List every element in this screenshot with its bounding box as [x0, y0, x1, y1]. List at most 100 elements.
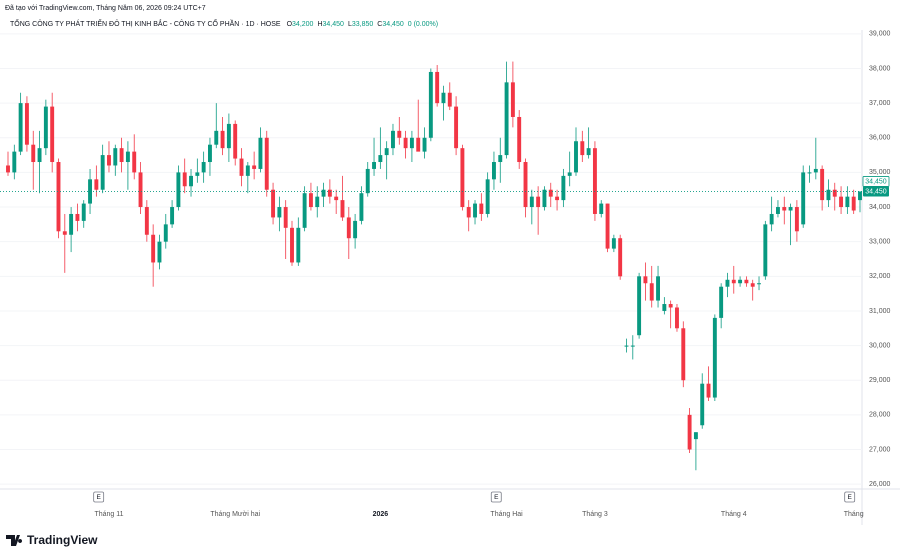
candle-body: [599, 203, 604, 214]
candle-body: [6, 165, 10, 173]
candle-body: [201, 162, 206, 173]
candle-body: [826, 189, 831, 201]
candle-body: [113, 148, 118, 166]
candle-body: [214, 130, 219, 145]
ohlc-value: 33,850: [352, 21, 374, 28]
y-tick-label: 34,000: [869, 204, 891, 211]
candle-body: [296, 227, 301, 263]
candle-body: [107, 155, 111, 166]
candle-body: [308, 193, 313, 208]
candle-body: [656, 276, 661, 301]
candle-body: [283, 207, 288, 228]
candle-body: [473, 203, 477, 218]
candle-body: [132, 151, 137, 173]
candle-body: [561, 175, 566, 201]
candle-body: [719, 286, 724, 318]
ohlc-key: C: [377, 21, 382, 28]
candle-body: [775, 207, 780, 214]
candle-body: [422, 137, 427, 152]
candle-body: [391, 130, 395, 149]
candle-body: [18, 103, 23, 152]
candle-body: [62, 231, 67, 235]
x-tick-label: Tháng 4: [721, 511, 747, 518]
candle-body: [441, 92, 446, 104]
candle-body: [384, 148, 389, 156]
candle-body: [731, 279, 736, 284]
candle-body: [757, 283, 761, 285]
candle-body: [378, 155, 383, 163]
candle-body: [542, 189, 547, 208]
candle-body: [43, 106, 48, 149]
candle-body: [12, 151, 17, 173]
candle-body: [681, 328, 686, 381]
candle-body: [163, 224, 168, 242]
candle-body: [75, 213, 80, 221]
candle-body: [189, 175, 193, 187]
candle-body: [643, 276, 648, 284]
candle-body: [81, 203, 86, 221]
candle-body: [409, 137, 414, 149]
candle-body: [94, 179, 99, 190]
candle-body: [340, 200, 345, 218]
candle-body: [523, 162, 528, 208]
candle-body: [277, 207, 282, 218]
candle-body: [315, 196, 320, 208]
y-tick-label: 36,000: [869, 135, 891, 142]
candle-body: [397, 130, 402, 138]
candle-body: [252, 165, 257, 169]
candle-body: [50, 106, 55, 163]
candle-body: [31, 144, 36, 163]
candle-body: [176, 172, 181, 208]
candle-body: [491, 162, 496, 180]
candle-body: [649, 283, 654, 301]
candle-body: [839, 196, 844, 208]
candle-body: [630, 345, 635, 347]
candle-body: [725, 279, 730, 287]
candle-body: [820, 168, 825, 201]
y-tick-label: 27,000: [869, 446, 891, 453]
symbol-title: TỔNG CÔNG TY PHÁT TRIỂN ĐÔ THỊ KINH BẮC …: [10, 18, 281, 28]
event-label: E: [848, 494, 853, 501]
candle-body: [851, 196, 856, 211]
x-tick-label: Tháng: [844, 511, 864, 518]
candle-body: [769, 213, 774, 225]
ohlc-value: 34,450: [382, 21, 404, 28]
candle-body: [271, 189, 276, 218]
candle-body: [536, 196, 541, 208]
candle-body: [69, 213, 74, 235]
candle-body: [195, 172, 200, 176]
x-tick-label: 2026: [373, 511, 389, 518]
candle-body: [428, 71, 433, 138]
candle-body: [37, 148, 42, 163]
ohlc-key: L: [348, 21, 352, 28]
event-marker: [844, 491, 856, 503]
candle-body: [170, 207, 175, 225]
symbol-legend: TỔNG CÔNG TY PHÁT TRIỂN ĐÔ THỊ KINH BẮC …: [10, 18, 438, 28]
candle-body: [832, 189, 837, 197]
candle-body: [365, 168, 370, 194]
candle-body: [574, 141, 578, 173]
y-tick-label: 35,000: [869, 169, 891, 176]
candle-body: [763, 224, 768, 277]
candle-body: [510, 82, 515, 117]
candle-body: [529, 196, 534, 208]
candle-body: [858, 191, 862, 201]
candle-body: [517, 116, 522, 163]
candle-body: [479, 203, 484, 214]
event-label: E: [96, 494, 101, 501]
candle-body: [258, 137, 263, 169]
candle-body: [738, 279, 743, 284]
candle-body: [220, 130, 225, 149]
ohlc-key: O: [287, 21, 293, 28]
candle-body: [845, 196, 850, 208]
candle-body: [454, 106, 459, 149]
candle-body: [435, 71, 440, 104]
logo-icon: [6, 535, 23, 546]
candle-body: [24, 103, 29, 145]
logo-text: TradingView: [27, 533, 98, 547]
candle-body: [750, 283, 755, 287]
candle-body: [801, 172, 806, 225]
x-tick-label: Tháng 11: [94, 511, 123, 518]
candle-body: [675, 307, 679, 329]
candle-body: [700, 383, 705, 426]
